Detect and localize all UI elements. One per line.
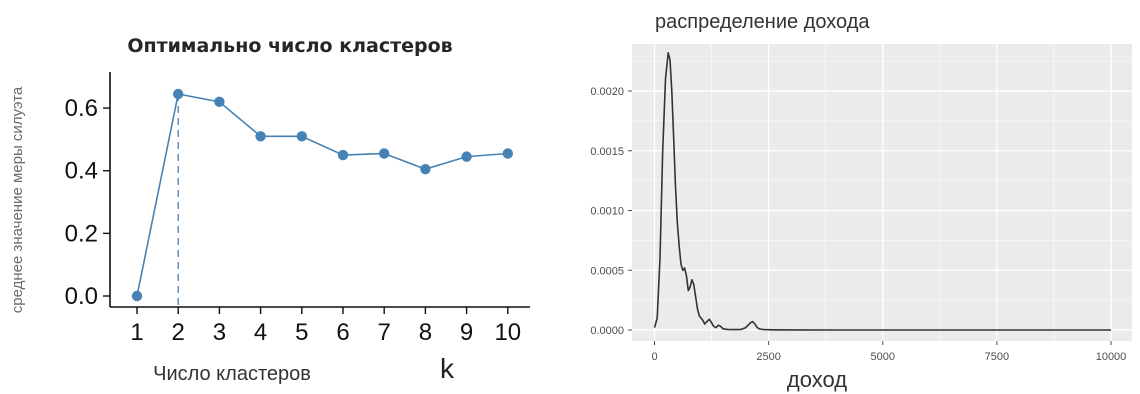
silhouette-x-tick-label: 7 xyxy=(378,319,391,346)
income-x-tick-label: 0 xyxy=(651,351,657,363)
silhouette-y-tick-label: 0.6 xyxy=(65,95,98,122)
income-x-tick-label: 5000 xyxy=(871,351,895,363)
income-y-tick-label: 0.0010 xyxy=(590,206,624,218)
income-gridlines xyxy=(597,44,1132,341)
silhouette-point xyxy=(214,96,225,108)
silhouette-x-axis-symbol: k xyxy=(440,353,455,384)
income-plot-panel xyxy=(632,44,1132,341)
silhouette-x-axis-label: Число кластеров xyxy=(153,363,311,385)
income-x-tick-label: 7500 xyxy=(985,351,1009,363)
income-density-chart: распределение дохода 0.00000.00050.00100… xyxy=(590,11,1132,392)
silhouette-point xyxy=(379,148,390,159)
silhouette-x-ticks: 1 2 3 4 5 6 7 8 9 10 xyxy=(130,307,521,346)
income-x-tick-label: 2500 xyxy=(756,351,780,363)
income-y-tick-label: 0.0020 xyxy=(590,86,624,98)
silhouette-point xyxy=(255,131,266,142)
silhouette-point xyxy=(173,88,184,100)
silhouette-x-tick-label: 9 xyxy=(460,319,473,346)
silhouette-point xyxy=(420,163,431,175)
silhouette-x-tick-label: 1 xyxy=(130,319,143,346)
silhouette-point xyxy=(296,131,307,142)
income-x-ticks: 0 2500 5000 7500 10000 xyxy=(651,341,1126,363)
silhouette-y-tick-label: 0.2 xyxy=(65,220,98,247)
income-y-tick-label: 0.0005 xyxy=(590,265,624,277)
silhouette-y-tick-label: 0.4 xyxy=(65,158,98,185)
silhouette-x-tick-label: 8 xyxy=(419,319,432,346)
income-y-ticks: 0.0000 0.0005 0.0010 0.0015 0.0020 xyxy=(590,86,632,337)
silhouette-x-tick-label: 10 xyxy=(494,319,521,346)
silhouette-x-tick-label: 5 xyxy=(295,319,308,346)
silhouette-plot-area xyxy=(131,88,513,307)
silhouette-point xyxy=(131,290,143,302)
income-plot-area xyxy=(653,51,1111,331)
silhouette-point xyxy=(337,149,349,161)
silhouette-x-tick-label: 4 xyxy=(254,319,267,346)
income-density-line xyxy=(653,51,1111,331)
silhouette-x-tick-label: 6 xyxy=(336,319,349,346)
silhouette-chart-title: Оптимально число кластеров xyxy=(127,35,452,57)
income-x-axis-label: доход xyxy=(787,367,847,392)
silhouette-point xyxy=(502,148,513,159)
silhouette-point xyxy=(461,151,472,162)
silhouette-y-axis-label: среднее значение меры силуэта xyxy=(9,86,26,313)
income-x-tick-label: 10000 xyxy=(1096,351,1127,363)
income-y-tick-label: 0.0000 xyxy=(590,325,624,337)
silhouette-chart: Оптимально число кластеров среднее значе… xyxy=(9,35,530,385)
silhouette-y-ticks: 0.0 0.2 0.4 0.6 xyxy=(65,95,110,310)
income-chart-title: распределение дохода xyxy=(655,11,870,33)
silhouette-series-line xyxy=(136,93,508,297)
income-y-tick-label: 0.0015 xyxy=(590,146,624,158)
silhouette-x-tick-label: 2 xyxy=(172,319,185,346)
silhouette-y-tick-label: 0.0 xyxy=(65,283,98,310)
silhouette-x-tick-label: 3 xyxy=(213,319,226,346)
